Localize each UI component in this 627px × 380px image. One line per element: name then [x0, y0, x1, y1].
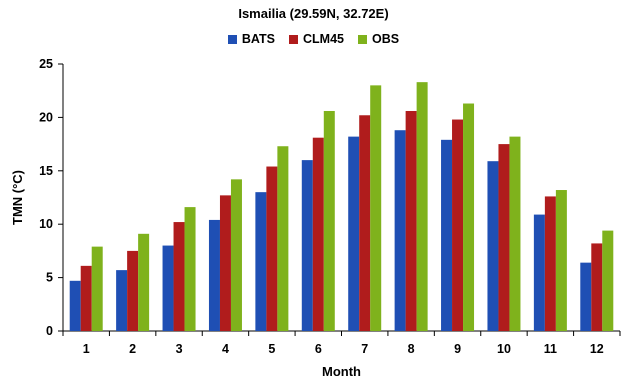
- bar-obs-11: [555, 190, 567, 331]
- bar-clm45-3: [173, 222, 185, 331]
- chart-title: Ismailia (29.59N, 32.72E): [238, 6, 389, 21]
- bar-obs-9: [463, 103, 475, 332]
- bar-bats-2: [116, 270, 128, 331]
- x-axis-title: Month: [322, 364, 361, 379]
- bar-bats-5: [255, 192, 267, 331]
- bar-obs-10: [509, 136, 521, 331]
- bars: [69, 82, 614, 332]
- y-tick-label: 25: [39, 57, 53, 71]
- x-tick-label: 5: [268, 342, 275, 356]
- legend-item-bats: BATS: [227, 32, 276, 46]
- x-tick-label: 2: [129, 342, 136, 356]
- y-axis-title: TMN (°C): [10, 170, 25, 225]
- legend-label-bats: BATS: [241, 32, 276, 46]
- bar-clm45-11: [544, 196, 556, 331]
- legend-label-obs: OBS: [372, 32, 400, 46]
- x-tick-label: 11: [544, 342, 557, 356]
- bar-obs-8: [416, 82, 428, 331]
- axes: [58, 63, 621, 336]
- bar-clm45-2: [127, 250, 139, 331]
- x-tick-label: 3: [176, 342, 183, 356]
- legend-item-clm45: CLM45: [289, 32, 344, 46]
- x-tick-label: 7: [361, 342, 368, 356]
- bar-obs-2: [138, 233, 150, 331]
- bar-obs-12: [602, 230, 614, 331]
- bar-bats-10: [487, 161, 499, 331]
- x-tick-label: 8: [408, 342, 415, 356]
- legend-label-clm45: CLM45: [303, 32, 344, 46]
- bar-bats-12: [580, 262, 592, 331]
- legend-swatch-bats: [227, 34, 237, 44]
- bar-obs-3: [184, 207, 196, 331]
- legend: BATS CLM45 OBS: [0, 32, 627, 46]
- legend-swatch-obs: [358, 34, 367, 44]
- bar-bats-7: [348, 136, 360, 331]
- y-tick-label: 5: [46, 271, 53, 285]
- bar-clm45-5: [266, 166, 278, 331]
- bar-bats-8: [394, 130, 406, 331]
- bar-clm45-9: [452, 119, 464, 331]
- x-tick-label: 12: [590, 342, 604, 356]
- bar-clm45-10: [498, 144, 510, 331]
- legend-item-obs: OBS: [358, 32, 399, 46]
- y-tick-label: 10: [39, 217, 53, 231]
- legend-swatch-clm45: [289, 34, 299, 44]
- bar-clm45-4: [219, 195, 231, 331]
- bar-bats-6: [301, 160, 313, 331]
- bar-bats-3: [162, 245, 174, 331]
- bar-bats-11: [533, 214, 545, 331]
- bar-clm45-12: [591, 243, 603, 331]
- bar-bats-1: [69, 280, 81, 331]
- y-tick-label: 15: [39, 164, 53, 178]
- x-tick-label: 10: [497, 342, 511, 356]
- bar-obs-7: [370, 85, 382, 331]
- x-tick-label: 9: [454, 342, 461, 356]
- bar-clm45-7: [359, 115, 371, 331]
- bar-obs-6: [323, 110, 335, 331]
- x-tick-label: 6: [315, 342, 322, 356]
- y-tick-label: 20: [39, 110, 53, 124]
- bar-bats-9: [441, 139, 453, 331]
- bar-obs-5: [277, 146, 289, 331]
- x-tick-label: 1: [83, 342, 90, 356]
- bar-clm45-6: [312, 137, 324, 331]
- bar-obs-4: [230, 179, 242, 331]
- bar-clm45-8: [405, 110, 417, 331]
- y-tick-label: 0: [46, 324, 53, 338]
- x-tick-label: 4: [222, 342, 229, 356]
- bar-obs-1: [91, 246, 103, 331]
- bar-clm45-1: [80, 265, 92, 331]
- bar-bats-4: [208, 219, 220, 331]
